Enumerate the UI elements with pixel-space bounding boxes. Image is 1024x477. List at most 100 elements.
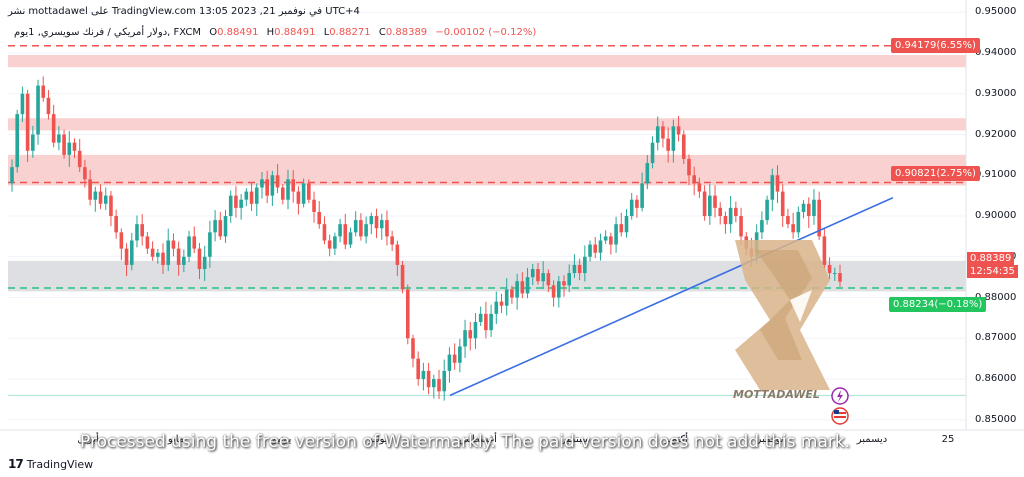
candle-body — [458, 346, 462, 363]
candle-body — [343, 224, 348, 245]
x-tick-label: سبتمبر — [561, 434, 591, 445]
candle-body — [655, 126, 660, 143]
candle-body — [593, 244, 598, 253]
price-tag-bottom[interactable]: 0.88234(−0.18%) — [889, 297, 987, 312]
candle-body — [484, 313, 488, 331]
candle-body — [145, 236, 150, 249]
candle-body — [98, 191, 103, 204]
candle-body — [296, 191, 301, 204]
price-tag-middle[interactable]: 0.90821(2.75%) — [891, 166, 980, 181]
candle-body — [718, 207, 723, 217]
candle-body — [307, 183, 311, 200]
open-label: O — [209, 27, 218, 38]
candle-body — [624, 216, 629, 233]
candle-body — [338, 224, 342, 237]
tradingview-brand: TradingView — [26, 457, 94, 471]
change-value: −0.00102 (−0.12%) — [435, 27, 537, 38]
x-tick-label: أبريل — [77, 432, 99, 445]
candle-body — [442, 370, 447, 392]
candle-body — [796, 211, 801, 233]
candle-body — [10, 167, 14, 184]
y-tick-label: 0.90000 — [975, 210, 1017, 222]
y-tick-label: 0.91000 — [975, 169, 1017, 181]
current-price-tag: 0.88389 — [967, 252, 1015, 265]
x-tick-label: مايو — [167, 434, 184, 445]
candle-body — [609, 236, 613, 245]
candle-body — [119, 232, 124, 249]
high-value: 0.88491 — [274, 27, 316, 38]
candle-body — [822, 236, 827, 265]
candle-body — [36, 85, 40, 135]
candle-body — [499, 301, 504, 306]
candle-body — [728, 207, 733, 225]
candle-body — [734, 207, 738, 217]
candle-body — [786, 216, 790, 225]
candle-body — [385, 220, 389, 237]
candle-body — [791, 224, 795, 233]
x-tick-label: 25 — [942, 434, 955, 445]
y-tick-label: 0.87000 — [975, 332, 1017, 344]
candle-body — [619, 224, 624, 233]
candle-body — [156, 252, 160, 257]
candle-body — [379, 220, 384, 229]
candle-body — [473, 321, 478, 339]
candle-body — [723, 216, 728, 225]
candle-body — [67, 142, 72, 155]
tradingview-logo[interactable]: 17 TradingView — [8, 457, 93, 471]
candle-body — [770, 175, 775, 200]
price-tag-top[interactable]: 0.94179(6.55%) — [891, 38, 980, 53]
x-tick-label: أغسطس — [459, 432, 497, 445]
candle-body — [525, 277, 530, 294]
candle-body — [504, 289, 509, 306]
candle-body — [171, 240, 176, 249]
candle-body — [666, 138, 670, 151]
candle-body — [421, 370, 426, 380]
trendline-segment — [449, 196, 894, 397]
candle-body — [780, 191, 785, 217]
candle-body — [124, 248, 129, 265]
symbol-name[interactable]: دولار أمريكي / فرنك سويسري, 1يوم, FXCM — [14, 27, 202, 38]
candle-body — [681, 134, 686, 159]
candle-body — [312, 199, 316, 212]
x-tick-label: يوليو — [367, 434, 387, 445]
candle-body — [541, 273, 545, 282]
candle-body — [556, 281, 561, 298]
close-value: 0.88389 — [385, 27, 428, 38]
candle-body — [635, 199, 639, 208]
candle-body — [374, 216, 379, 229]
candle-body — [432, 379, 436, 388]
candle-body — [510, 289, 514, 298]
candle-body — [478, 313, 483, 322]
candle-body — [88, 179, 92, 200]
candle-body — [838, 273, 842, 282]
candle-body — [489, 313, 493, 331]
candle-body — [687, 158, 691, 176]
candle-body — [333, 236, 337, 249]
candle-body — [327, 240, 332, 249]
y-tick-label: 0.92000 — [975, 128, 1017, 140]
candle-body — [291, 179, 296, 192]
low-value: 0.88271 — [329, 27, 371, 38]
candle-body — [494, 301, 499, 314]
candle-body — [546, 273, 551, 286]
candle-body — [249, 191, 254, 204]
candle-body — [577, 264, 582, 274]
candle-body — [322, 224, 327, 241]
candle-body — [25, 93, 30, 151]
candle-body — [77, 150, 82, 168]
candle-body — [583, 256, 587, 274]
candle-body — [775, 175, 780, 192]
candle-body — [650, 142, 655, 164]
candle-body — [603, 236, 608, 241]
x-tick-label: ديسمبر — [856, 434, 887, 445]
candle-body — [135, 224, 139, 241]
candle-body — [41, 85, 46, 98]
candle-body — [244, 191, 249, 200]
bar-countdown: 12:54:35 — [967, 265, 1018, 278]
candle-body — [213, 220, 217, 233]
candle-body — [72, 142, 77, 151]
symbol-line: دولار أمريكي / فرنك سويسري, 1يوم, FXCM O… — [14, 27, 536, 38]
candle-body — [176, 248, 181, 265]
x-tick-label: أكتوبر — [663, 432, 688, 445]
